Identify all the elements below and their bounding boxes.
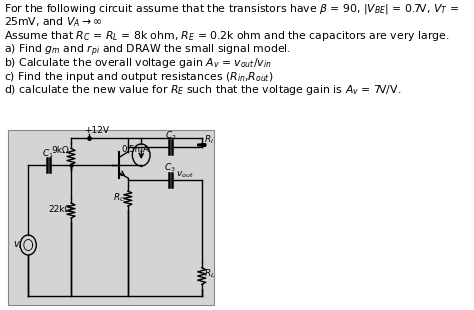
Text: $R_L$: $R_L$	[204, 267, 216, 280]
Text: $C_3$: $C_3$	[164, 162, 175, 175]
Text: $R_C$: $R_C$	[113, 191, 126, 203]
Text: 0.5mA: 0.5mA	[122, 145, 150, 154]
Text: d) calculate the new value for $R_E$ such that the voltage gain is $A_v$ = 7V/V.: d) calculate the new value for $R_E$ suc…	[4, 83, 401, 97]
Text: 9kΩ: 9kΩ	[52, 146, 69, 155]
Text: $R_l$: $R_l$	[204, 134, 214, 146]
Text: b) Calculate the overall voltage gain $A_v$ = $v_{out}/v_{in}$: b) Calculate the overall voltage gain $A…	[4, 56, 272, 70]
Text: 25mV, and $V_A \rightarrow \infty$: 25mV, and $V_A \rightarrow \infty$	[4, 16, 102, 29]
Text: 22kΩ: 22kΩ	[48, 205, 72, 214]
Text: a) Find $g_m$ and $r_{pi}$ and DRAW the small signal model.: a) Find $g_m$ and $r_{pi}$ and DRAW the …	[4, 42, 291, 59]
Text: Assume that $R_C$ = $R_L$ = 8k ohm, $R_E$ = 0.2k ohm and the capacitors are very: Assume that $R_C$ = $R_L$ = 8k ohm, $R_E…	[4, 29, 449, 43]
Text: +12V: +12V	[84, 126, 109, 135]
Text: $C_1$: $C_1$	[42, 147, 54, 160]
Text: $C_2$: $C_2$	[164, 129, 176, 141]
Text: c) Find the input and output resistances ($R_{in}$,$R_{out}$): c) Find the input and output resistances…	[4, 69, 273, 83]
Bar	[8, 130, 214, 305]
Text: For the following circuit assume that the transistors have $\beta$ = 90, $|V_{BE: For the following circuit assume that th…	[4, 2, 459, 16]
Text: $v_{out}$: $v_{out}$	[176, 169, 194, 179]
Text: $v_i$: $v_i$	[13, 239, 23, 251]
